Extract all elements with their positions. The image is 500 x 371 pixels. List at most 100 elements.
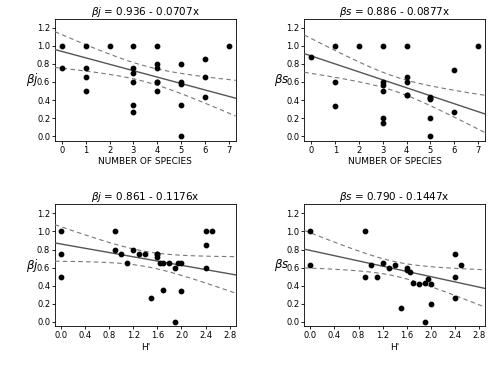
X-axis label: H': H' [140, 343, 150, 352]
Point [402, 75, 410, 81]
Point [166, 260, 173, 266]
Point [424, 276, 432, 282]
Point [355, 43, 363, 49]
Point [130, 102, 138, 108]
Point [201, 75, 209, 81]
Point [153, 79, 161, 85]
Point [427, 281, 435, 287]
Point [474, 43, 482, 49]
Point [178, 260, 186, 266]
Point [450, 67, 458, 73]
Title: $\it{\beta s}$ = 0.790 - 0.1447x: $\it{\beta s}$ = 0.790 - 0.1447x [340, 190, 450, 204]
X-axis label: NUMBER OF SPECIES: NUMBER OF SPECIES [98, 157, 192, 166]
Point [57, 251, 65, 257]
Point [379, 82, 387, 88]
Point [202, 242, 209, 248]
Point [306, 262, 314, 268]
Point [160, 260, 168, 266]
Point [130, 109, 138, 115]
Point [421, 319, 429, 325]
Point [426, 94, 434, 100]
Point [402, 267, 410, 273]
Point [142, 251, 150, 257]
Point [331, 79, 339, 85]
Y-axis label: $\it{\beta j}$: $\it{\beta j}$ [26, 257, 39, 274]
Point [156, 260, 164, 266]
Point [154, 251, 162, 257]
Point [201, 56, 209, 62]
Title: $\it{\beta s}$ = 0.886 - 0.0877x: $\it{\beta s}$ = 0.886 - 0.0877x [339, 4, 450, 19]
Point [130, 247, 138, 253]
Point [427, 301, 435, 307]
Point [384, 265, 392, 270]
Title: $\it{\beta j}$ = 0.936 - 0.0707x: $\it{\beta j}$ = 0.936 - 0.0707x [91, 4, 200, 19]
Point [379, 88, 387, 94]
Point [58, 65, 66, 71]
Point [153, 88, 161, 94]
Point [390, 262, 398, 268]
Point [379, 43, 387, 49]
Point [451, 274, 459, 280]
X-axis label: H': H' [390, 343, 400, 352]
Point [177, 79, 185, 85]
Point [426, 115, 434, 121]
Point [153, 65, 161, 71]
Point [117, 251, 125, 257]
Point [154, 251, 162, 257]
Point [178, 288, 186, 294]
Y-axis label: $\it{\beta j}$: $\it{\beta j}$ [26, 71, 39, 88]
Point [379, 120, 387, 126]
Point [153, 79, 161, 85]
Point [379, 79, 387, 85]
Point [174, 260, 182, 266]
Point [172, 265, 179, 270]
Point [57, 274, 65, 280]
Point [402, 92, 410, 98]
Point [177, 133, 185, 139]
Point [421, 280, 429, 286]
Point [172, 319, 179, 325]
Point [82, 88, 90, 94]
Point [331, 43, 339, 49]
Point [111, 247, 119, 253]
Point [82, 65, 90, 71]
Point [451, 251, 459, 257]
Point [402, 92, 410, 98]
Point [402, 265, 410, 270]
Point [111, 229, 119, 234]
Y-axis label: $\it{\beta s}$: $\it{\beta s}$ [274, 72, 289, 88]
Point [406, 269, 413, 275]
Point [177, 102, 185, 108]
Point [130, 70, 138, 76]
Point [426, 133, 434, 139]
Point [202, 265, 209, 270]
Point [378, 260, 386, 266]
Point [57, 229, 65, 234]
Point [177, 61, 185, 67]
Point [130, 43, 138, 49]
Point [208, 229, 216, 234]
Point [82, 43, 90, 49]
Point [402, 79, 410, 85]
Point [331, 104, 339, 109]
Point [148, 295, 156, 301]
Point [130, 79, 138, 85]
Point [202, 229, 209, 234]
Point [177, 81, 185, 87]
Point [360, 229, 368, 234]
Point [426, 95, 434, 101]
Point [224, 43, 232, 49]
Point [372, 274, 380, 280]
Point [426, 96, 434, 102]
Point [160, 287, 168, 293]
Point [450, 109, 458, 115]
Point [379, 115, 387, 121]
Point [360, 274, 368, 280]
Point [415, 281, 423, 287]
Point [130, 65, 138, 71]
Point [457, 262, 465, 268]
Point [153, 43, 161, 49]
Point [308, 55, 316, 60]
Point [402, 43, 410, 49]
Point [154, 254, 162, 260]
